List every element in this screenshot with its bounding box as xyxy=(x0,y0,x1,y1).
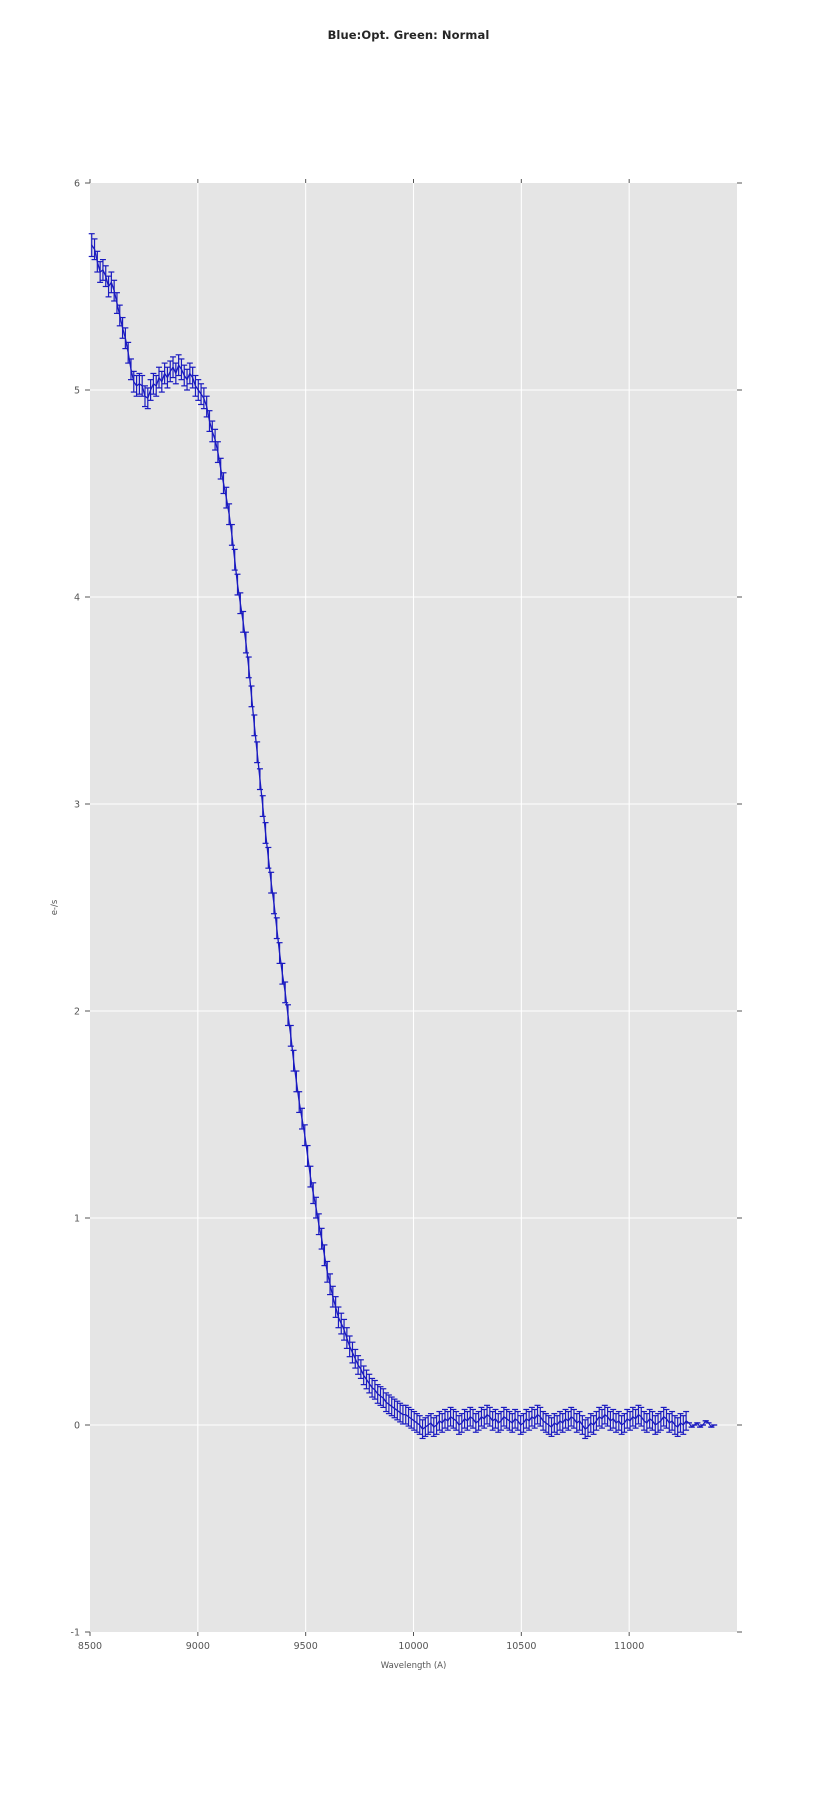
y-tick-label: 6 xyxy=(74,179,80,190)
y-tick-label: 0 xyxy=(74,1421,80,1432)
grid-lines xyxy=(90,183,737,1632)
y-axis-title: e-/s xyxy=(50,899,60,915)
axis-titles: Wavelength (A) e-/s xyxy=(50,899,446,1671)
y-tick-label: 5 xyxy=(74,386,80,397)
data-series-blue-opt xyxy=(88,233,718,1440)
x-tick-label: 9500 xyxy=(294,1641,318,1652)
axis-tick-labels: 8500 9000 9500 10000 10500 11000 -1 0 1 2 3 4 5 6 xyxy=(71,179,645,1653)
y-tick-label: 4 xyxy=(74,593,80,604)
chart-title: Blue:Opt. Green: Normal xyxy=(327,28,490,42)
x-axis-title: Wavelength (A) xyxy=(381,1661,447,1671)
y-tick-label: 3 xyxy=(74,800,80,811)
x-tick-label: 10000 xyxy=(398,1641,428,1652)
x-tick-label: 11000 xyxy=(614,1641,644,1652)
x-tick-label: 9000 xyxy=(186,1641,210,1652)
x-tick-label: 8500 xyxy=(78,1641,102,1652)
x-tick-label: 10500 xyxy=(506,1641,536,1652)
y-tick-label: 2 xyxy=(74,1007,80,1018)
axis-ticks xyxy=(85,179,742,1636)
y-tick-label: 1 xyxy=(74,1214,80,1225)
y-tick-label: -1 xyxy=(71,1628,80,1639)
